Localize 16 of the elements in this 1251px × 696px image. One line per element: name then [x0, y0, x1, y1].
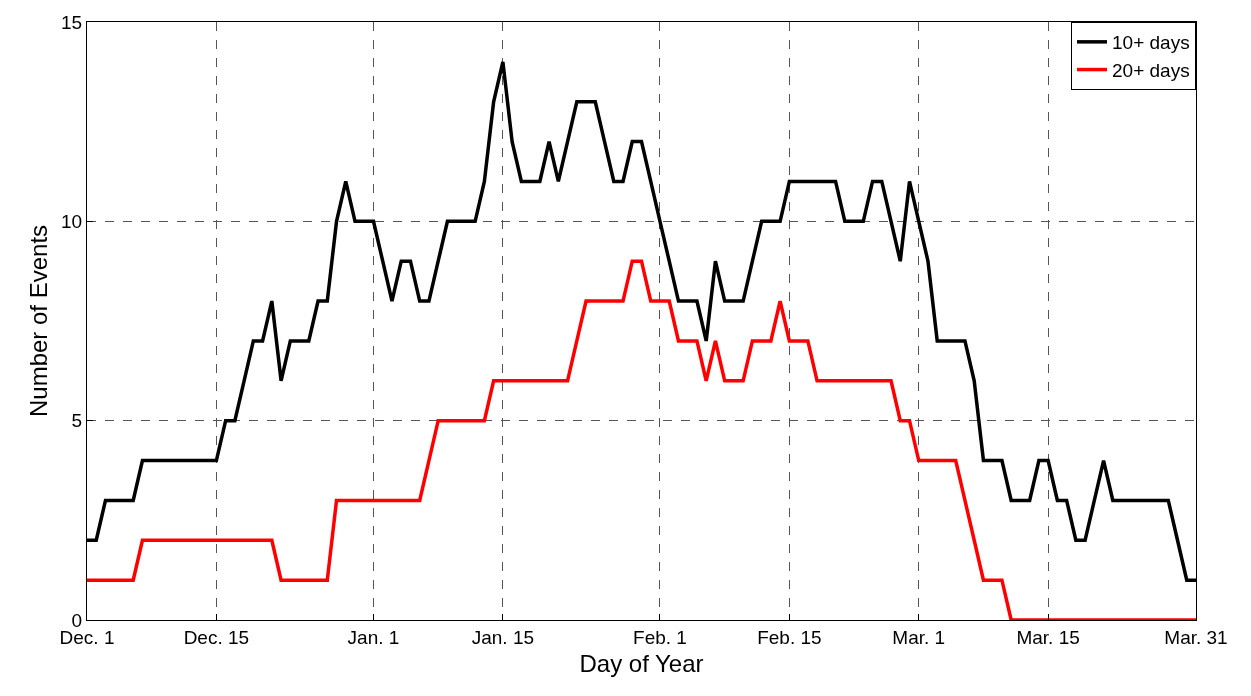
x-tick-label: Mar. 15: [1016, 626, 1080, 648]
y-tick-label: 10: [61, 210, 83, 232]
y-axis-title: Number of Events: [25, 224, 53, 418]
legend-label: 10+ days: [1112, 32, 1190, 54]
x-tick-label: Feb. 1: [633, 626, 687, 648]
x-axis-title: Day of Year: [579, 650, 704, 678]
y-tick-label: 5: [71, 410, 83, 432]
x-tick-label: Mar. 1: [892, 626, 946, 648]
legend-label: 20+ days: [1112, 59, 1190, 81]
x-tick-label: Mar. 31: [1164, 626, 1228, 648]
x-tick-label: Dec. 15: [183, 626, 250, 648]
x-tick-label: Jan. 15: [471, 626, 535, 648]
y-tick-label: 15: [61, 11, 83, 33]
x-tick-label: Jan. 1: [347, 626, 400, 648]
line-series: [87, 259, 1196, 620]
x-tick-label: Feb. 15: [757, 626, 822, 648]
